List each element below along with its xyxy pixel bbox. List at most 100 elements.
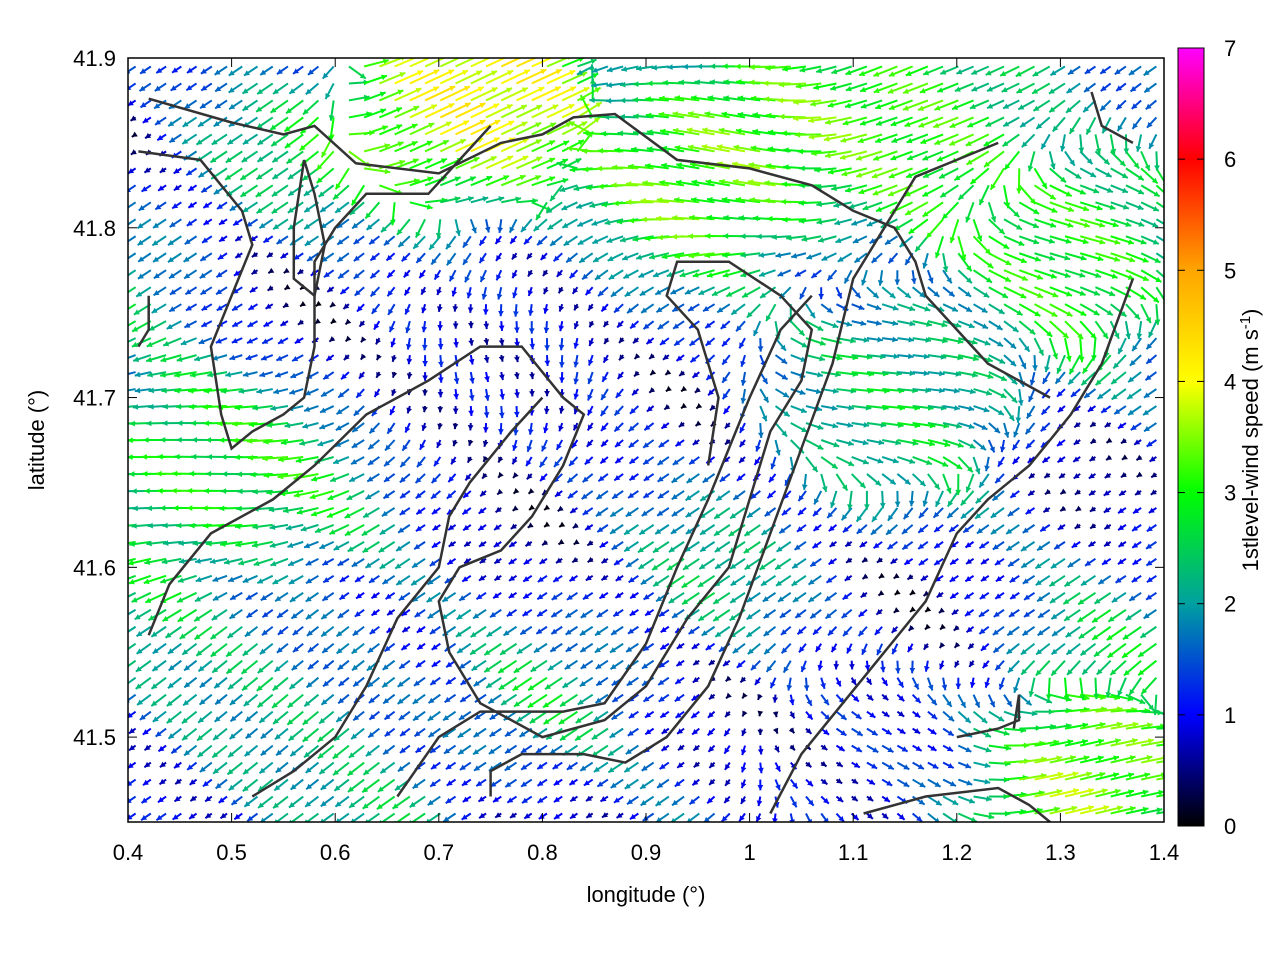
wind-arrow (1020, 558, 1036, 569)
wind-arrow (568, 269, 579, 279)
wind-arrow (552, 574, 563, 583)
wind-arrow (411, 591, 426, 603)
wind-arrow (841, 609, 853, 619)
wind-arrow (594, 693, 609, 704)
wind-arrow (497, 659, 518, 674)
wind-arrow (147, 371, 167, 378)
wind-arrow (198, 693, 213, 706)
wind-arrow (676, 761, 685, 769)
wind-arrow (369, 269, 381, 279)
wind-arrow (539, 252, 548, 261)
wind-arrow (994, 473, 1005, 484)
wind-arrow (932, 507, 944, 519)
wind-arrow (866, 439, 885, 446)
wind-arrow (498, 676, 518, 691)
wind-arrow (1034, 771, 1064, 781)
wind-arrow (587, 371, 594, 385)
wind-arrow (987, 694, 996, 708)
wind-arrow (951, 608, 959, 616)
wind-arrow (781, 507, 792, 516)
coastline-contour (489, 141, 999, 797)
wind-arrow (527, 522, 534, 529)
wind-arrow (379, 71, 406, 85)
wind-arrow (558, 320, 565, 332)
wind-arrow (774, 337, 787, 352)
wind-arrow (1110, 218, 1132, 227)
wind-arrow (973, 778, 991, 785)
wind-arrow (821, 252, 837, 262)
wind-arrow (594, 269, 609, 281)
wind-arrow (430, 252, 442, 266)
wind-arrow (478, 252, 487, 264)
wind-arrow (452, 422, 459, 430)
wind-arrow (562, 676, 578, 689)
wind-arrow (893, 573, 900, 580)
colorbar-tick-label: 1 (1224, 703, 1236, 728)
wind-arrow (1154, 151, 1160, 171)
wind-arrow (942, 303, 959, 313)
wind-arrow (358, 320, 366, 328)
y-axis-label: latitude (°) (24, 390, 49, 491)
wind-arrow (461, 812, 472, 821)
wind-arrow (988, 405, 1005, 416)
wind-arrow (1075, 505, 1082, 512)
wind-arrow (350, 456, 365, 465)
wind-arrow (482, 439, 489, 447)
wind-arrow (425, 812, 441, 822)
coastline-contour (148, 97, 1051, 399)
wind-arrow (576, 116, 601, 136)
wind-arrow (824, 591, 838, 602)
wind-arrow (468, 354, 475, 365)
wind-arrow (835, 812, 845, 822)
wind-arrow (988, 320, 1004, 331)
wind-arrow (1148, 507, 1157, 514)
wind-arrow (159, 167, 167, 174)
wind-arrow (642, 642, 655, 652)
wind-arrow (506, 795, 518, 804)
wind-arrow (1065, 99, 1081, 114)
wind-arrow (820, 303, 834, 314)
wind-arrow (674, 145, 700, 153)
wind-arrow (160, 574, 182, 584)
wind-arrow (275, 744, 289, 757)
wind-arrow (531, 58, 558, 68)
wind-arrow (691, 371, 700, 379)
wind-arrow (687, 144, 715, 153)
wind-arrow (1110, 721, 1139, 730)
wind-arrow (452, 304, 459, 312)
wind-arrow (942, 727, 955, 737)
wind-arrow (1095, 772, 1120, 781)
wind-arrow (484, 371, 490, 383)
wind-arrow (509, 235, 518, 245)
wind-arrow (855, 507, 868, 523)
wind-arrow (1110, 269, 1135, 280)
wind-arrow (197, 659, 213, 673)
wind-arrow (419, 439, 426, 451)
wind-arrow (266, 251, 274, 258)
wind-arrow (609, 727, 624, 739)
wind-arrow (666, 269, 685, 278)
wind-arrow (542, 269, 549, 277)
wind-arrow (746, 608, 761, 621)
wind-arrow (405, 337, 412, 350)
wind-arrow (881, 778, 893, 787)
wind-arrow (957, 778, 973, 786)
wind-arrow (1003, 218, 1023, 231)
wind-arrow (1125, 608, 1142, 621)
wind-arrow (872, 541, 883, 550)
wind-arrow (962, 524, 975, 534)
wind-arrow (379, 524, 396, 536)
wind-arrow (1125, 722, 1153, 730)
wind-arrow (199, 99, 213, 110)
wind-arrow (704, 111, 730, 119)
wind-arrow (353, 269, 365, 280)
wind-arrow (680, 402, 688, 410)
wind-arrow (394, 140, 418, 153)
wind-arrow (128, 659, 137, 668)
wind-arrow (439, 69, 469, 85)
wind-arrow (747, 179, 776, 187)
wind-arrow (513, 304, 519, 317)
wind-arrow (245, 591, 259, 601)
wind-arrow (780, 643, 792, 655)
wind-arrow (844, 575, 853, 582)
